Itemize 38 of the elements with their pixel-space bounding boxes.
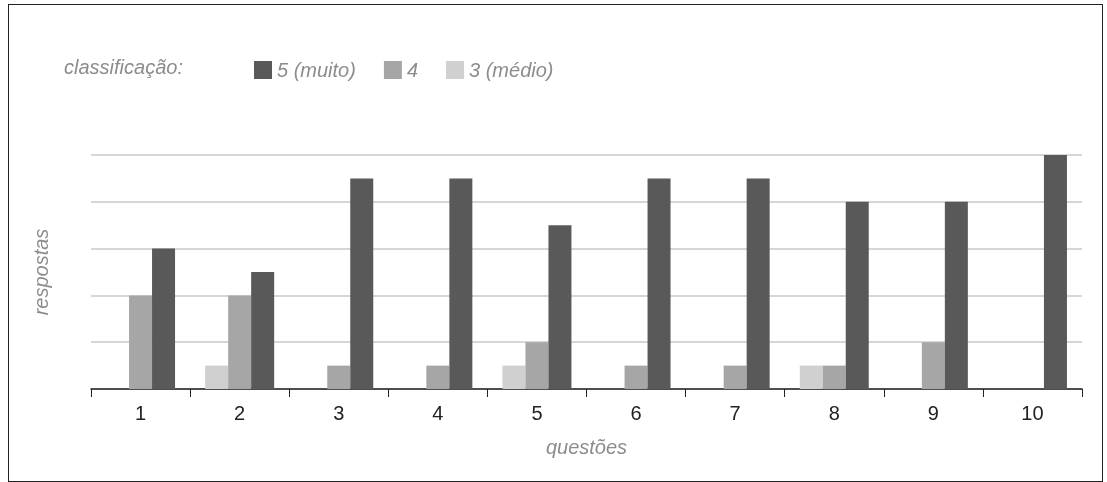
- bar: [350, 178, 374, 389]
- bar: [205, 365, 229, 389]
- bar: [525, 342, 549, 389]
- bar: [746, 178, 770, 389]
- bar: [548, 225, 572, 389]
- x-tick-label: 4: [432, 402, 444, 424]
- legend-label: 3 (médio): [469, 59, 554, 81]
- legend-title: classificação:: [64, 56, 183, 78]
- x-tick-label: 7: [729, 402, 741, 424]
- bar: [426, 365, 450, 389]
- bar: [822, 365, 846, 389]
- bar: [723, 365, 747, 389]
- bar: [129, 295, 153, 389]
- x-tick-label: 6: [630, 402, 642, 424]
- bar: [799, 365, 823, 389]
- bar: [944, 201, 968, 389]
- bar: [647, 178, 671, 389]
- x-axis-title: questões: [545, 436, 628, 458]
- x-tick-label: 10: [1021, 402, 1044, 424]
- bar: [845, 201, 869, 389]
- bar: [449, 178, 473, 389]
- x-tick-label: 8: [828, 402, 840, 424]
- x-tick-label: 9: [927, 402, 939, 424]
- bar: [921, 342, 945, 389]
- bar: [502, 365, 526, 389]
- x-tick-label: 5: [531, 402, 543, 424]
- x-tick-label: 1: [134, 402, 147, 424]
- y-axis-title: respostas: [30, 228, 52, 316]
- bar: [251, 272, 275, 389]
- bar: [228, 295, 252, 389]
- bar: [1043, 155, 1067, 389]
- bar: [327, 365, 351, 389]
- x-tick-label: 3: [333, 402, 345, 424]
- x-tick-label: 2: [234, 402, 246, 424]
- legend-label: 4: [406, 59, 419, 81]
- bar: [152, 248, 176, 389]
- legend-label: 5 (muito): [277, 59, 356, 81]
- bar: [624, 365, 648, 389]
